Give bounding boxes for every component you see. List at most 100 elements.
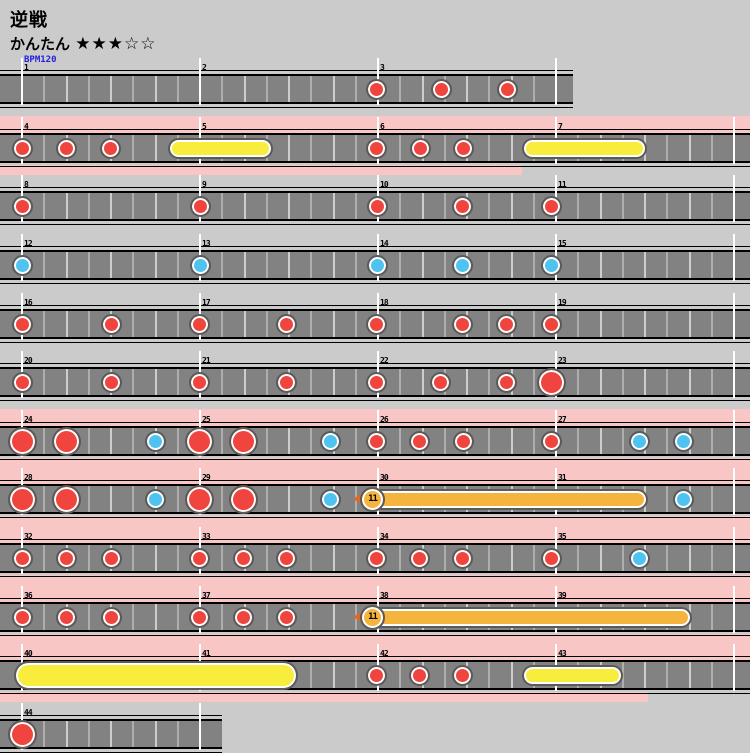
beat-grid-line — [288, 135, 290, 161]
beat-grid-line — [43, 369, 45, 395]
don-note — [232, 547, 254, 569]
beat-grid-line — [711, 545, 713, 571]
balloon-note-bar — [362, 488, 648, 510]
track-outer-line — [0, 342, 750, 343]
beat-grid-line — [132, 311, 134, 337]
don-note — [496, 78, 518, 100]
beat-grid-line — [155, 545, 157, 571]
beat-grid-line — [266, 193, 268, 219]
don-note — [429, 371, 451, 393]
beat-grid-line — [422, 252, 424, 278]
gogo-time-band — [0, 116, 750, 133]
drumroll-bar — [168, 137, 273, 159]
beat-grid-line — [511, 662, 513, 688]
beat-grid-line — [689, 193, 691, 219]
beat-grid-line — [622, 311, 624, 337]
beat-grid-line — [88, 604, 90, 630]
balloon-tip — [353, 612, 361, 622]
beat-grid-line — [110, 428, 112, 454]
beat-grid-line — [155, 252, 157, 278]
beat-grid-line — [244, 369, 246, 395]
beat-grid-line — [66, 76, 68, 102]
measure-number: 18 — [380, 298, 389, 307]
beat-grid-line — [666, 311, 668, 337]
ka-note — [319, 488, 341, 510]
don-note — [495, 313, 517, 335]
beat-grid-line — [132, 252, 134, 278]
beat-grid-line — [399, 135, 401, 161]
beat-grid-line — [310, 662, 312, 688]
beat-grid-line — [666, 369, 668, 395]
beat-grid-line — [266, 428, 268, 454]
beat-grid-line — [644, 252, 646, 278]
beat-grid-line — [711, 486, 713, 512]
beat-grid-line — [88, 721, 90, 747]
beat-grid-line — [177, 193, 179, 219]
don-note — [408, 430, 430, 452]
beat-grid-line — [266, 76, 268, 102]
beat-grid-line — [66, 193, 68, 219]
measure-line — [21, 58, 23, 105]
track-outer-line — [0, 400, 750, 401]
big-don-note — [184, 484, 214, 514]
track-outer-line — [0, 283, 750, 284]
gogo-time-band — [0, 692, 648, 702]
beat-grid-line — [422, 369, 424, 395]
beat-grid-line — [689, 135, 691, 161]
track-outer-line — [0, 70, 573, 71]
beat-grid-line — [266, 545, 268, 571]
don-note — [452, 137, 474, 159]
measure-number: 41 — [202, 649, 211, 658]
beat-grid-line — [644, 193, 646, 219]
beat-grid-line — [422, 311, 424, 337]
beat-grid-line — [43, 76, 45, 102]
gogo-time-band — [0, 467, 750, 484]
big-don-note — [7, 719, 37, 749]
don-note — [451, 313, 473, 335]
beat-grid-line — [355, 545, 357, 571]
gogo-time-band — [0, 165, 522, 175]
don-note — [11, 195, 33, 217]
beat-grid-line — [488, 311, 490, 337]
track-outer-line — [0, 517, 750, 518]
don-note — [366, 195, 388, 217]
don-note — [100, 547, 122, 569]
big-don-note — [184, 426, 214, 456]
measure-number: 17 — [202, 298, 211, 307]
track-outer-line — [0, 224, 750, 225]
balloon-count: 11 — [360, 486, 385, 512]
beat-grid-line — [266, 604, 268, 630]
gogo-time-band — [0, 575, 750, 585]
track-outer-line — [0, 539, 750, 540]
beat-grid-line — [488, 369, 490, 395]
beat-grid-line — [132, 721, 134, 747]
track-outer-line — [0, 459, 750, 460]
beat-grid-line — [333, 662, 335, 688]
don-note — [430, 78, 452, 100]
measure-number: 42 — [380, 649, 389, 658]
don-note — [275, 606, 297, 628]
don-note — [99, 137, 121, 159]
track-outer-line — [0, 422, 750, 423]
big-don-note — [51, 484, 81, 514]
measure-number: 24 — [24, 415, 33, 424]
measure-number: 2 — [202, 63, 207, 72]
beat-grid-line — [689, 252, 691, 278]
beat-grid-line — [355, 135, 357, 161]
measure-number: 26 — [380, 415, 389, 424]
beat-grid-line — [577, 252, 579, 278]
ka-note — [540, 254, 562, 276]
beat-grid-line — [288, 193, 290, 219]
don-note — [55, 547, 77, 569]
beat-grid-line — [110, 721, 112, 747]
beat-grid-line — [711, 135, 713, 161]
beat-grid-line — [244, 76, 246, 102]
measure-line — [733, 293, 735, 340]
beat-grid-line — [221, 76, 223, 102]
beat-grid-line — [43, 311, 45, 337]
don-note — [189, 195, 211, 217]
beat-grid-line — [88, 545, 90, 571]
don-note — [540, 547, 562, 569]
beat-grid-line — [333, 76, 335, 102]
